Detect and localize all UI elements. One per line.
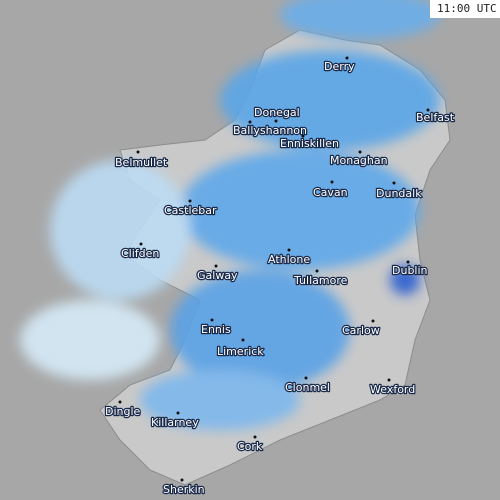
town-dot — [330, 180, 334, 184]
place-label: Tullamore — [293, 274, 348, 287]
place-label: Castlebar — [164, 204, 217, 217]
place-label: Dingle — [105, 405, 141, 418]
place-label: Killarney — [151, 416, 199, 429]
town-dot — [274, 119, 278, 123]
town-dot — [214, 264, 218, 268]
town-dot — [301, 134, 305, 138]
timestamp: 11:00 UTC — [437, 2, 497, 15]
town-dot — [406, 260, 410, 264]
place-label: Dundalk — [376, 187, 422, 200]
place-label: Sherkin — [163, 483, 205, 496]
town-dot — [241, 338, 245, 342]
place-label: Limerick — [217, 345, 264, 358]
place-label: Cavan — [313, 186, 348, 199]
town-dot — [358, 150, 362, 154]
rain-area — [140, 370, 300, 430]
town-dot — [253, 435, 257, 439]
town-dot — [176, 411, 180, 415]
town-dot — [287, 248, 291, 252]
town-dot — [315, 269, 319, 273]
place-labels: Derry Donegal Belfast Ballyshannon Ennis… — [104, 59, 456, 498]
place-label: Monaghan — [330, 154, 388, 167]
town-dot — [180, 478, 184, 482]
place-label: Dublin — [392, 264, 428, 277]
place-label: Clonmel — [285, 381, 330, 394]
town-dot — [387, 378, 391, 382]
town-dot — [371, 319, 375, 323]
town-dot — [118, 400, 122, 404]
rain-echoes — [20, 0, 440, 430]
place-label: Enniskillen — [280, 137, 339, 150]
rain-area — [180, 150, 420, 270]
place-label: Athlone — [268, 253, 310, 266]
place-label: Galway — [197, 269, 238, 282]
town-dot — [345, 56, 349, 60]
place-label: Ennis — [201, 323, 231, 336]
rain-area — [170, 270, 350, 390]
place-label: Donegal — [254, 106, 300, 119]
rain-area — [390, 265, 420, 295]
place-label: Belfast — [416, 111, 455, 124]
town-dots — [118, 56, 430, 482]
town-dot — [136, 150, 140, 154]
town-dot — [188, 199, 192, 203]
town-dot — [248, 120, 252, 124]
rain-area — [220, 50, 440, 150]
town-dot — [304, 376, 308, 380]
town-dot — [139, 242, 143, 246]
town-dot — [392, 181, 396, 185]
timestamp-box — [430, 0, 500, 18]
place-label: Wexford — [370, 383, 415, 396]
rain-area — [280, 0, 440, 40]
rain-area — [20, 300, 160, 380]
place-label: Ballyshannon — [233, 124, 307, 137]
place-label: Derry — [324, 60, 355, 73]
place-label: Belmullet — [115, 156, 168, 169]
place-label: Clifden — [121, 247, 159, 260]
place-label: Cork — [237, 440, 263, 453]
town-dot — [210, 318, 214, 322]
rain-area — [50, 160, 190, 300]
place-label: Carlow — [342, 324, 380, 337]
town-dot — [426, 108, 430, 112]
